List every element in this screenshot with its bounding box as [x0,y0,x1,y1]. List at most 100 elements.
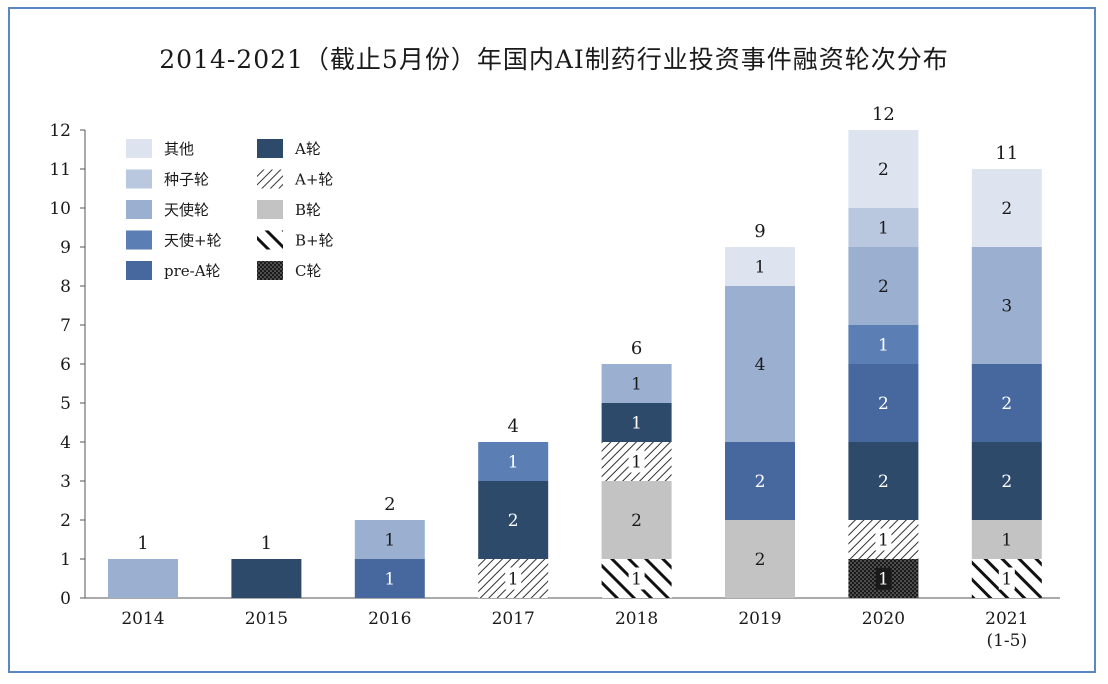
bar-segment [848,325,919,364]
bar-segment [725,247,795,286]
legend-swatch [257,230,283,250]
bar-segment [971,442,1042,520]
bar-segment [971,364,1042,442]
y-tick-label: 2 [60,511,71,531]
y-tick-label: 8 [60,277,71,297]
segment-value-label: 1 [631,414,642,434]
legend-swatch [257,169,283,189]
segment-value-label: 1 [631,453,642,473]
bar-segment [108,559,178,598]
bar-total-label: 9 [754,221,765,242]
bar-total-label: 1 [137,533,148,554]
segment-value-label: 2 [631,511,642,531]
x-tick-label: 2017 [492,609,535,629]
bar-segment [848,442,919,520]
legend-label: 天使+轮 [164,232,222,250]
x-tick-sublabel: (1-5) [986,631,1027,651]
y-tick-label: 11 [49,160,71,180]
segment-value-label: 2 [878,472,889,492]
x-tick-label: 2014 [121,609,164,629]
y-tick-label: 5 [60,394,71,414]
bar-segment [725,286,795,442]
bar-segment [848,364,919,442]
segment-value-label: 1 [878,336,889,356]
x-tick-label: 2021 [985,609,1028,629]
segment-value-label: 2 [878,277,889,297]
bar-total-label: 1 [261,533,272,554]
bar-segment [354,559,425,598]
y-tick-label: 3 [60,472,71,492]
segment-value-label: 1 [878,219,889,239]
segment-value-label: 1 [631,375,642,395]
segment-label-bg [628,450,645,473]
bar-segment [848,247,919,325]
y-tick-label: 10 [49,199,71,219]
x-tick-label: 2016 [368,609,411,629]
legend-swatch [126,261,152,280]
legend-label: 其他 [164,140,194,158]
segment-value-label: 2 [1001,394,1012,414]
bar-segment [848,130,919,208]
y-tick-label: 4 [60,433,71,453]
segment-value-label: 1 [508,570,519,590]
bar-total-label: 11 [995,143,1018,164]
bar-segment [971,169,1042,247]
bar-total-label: 12 [872,104,895,125]
legend-swatch [126,139,152,158]
legend-label: B轮 [295,201,321,219]
segment-label-bg [505,567,522,590]
bar-segment [971,247,1042,364]
bar-segment [601,481,672,559]
bar-segment [478,481,549,559]
segment-value-label: 2 [755,550,766,570]
legend-label: A+轮 [294,171,333,189]
segment-label-bg [875,567,892,590]
segment-value-label: 1 [508,453,519,473]
y-tick-label: 6 [60,355,71,375]
legend-label: pre-A轮 [164,262,221,280]
legend-label: A轮 [294,140,321,158]
bar-total-label: 2 [384,494,395,515]
segment-value-label: 3 [1001,297,1012,317]
y-tick-label: 7 [60,316,71,336]
segment-value-label: 2 [755,472,766,492]
segment-value-label: 1 [1001,570,1012,590]
segment-value-label: 2 [878,394,889,414]
segment-value-label: 1 [631,570,642,590]
segment-value-label: 1 [1001,531,1012,551]
x-tick-label: 2018 [615,609,658,629]
segment-value-label: 1 [755,258,766,278]
bar-segment [725,442,795,520]
legend-label: 天使轮 [164,201,209,219]
bar-segment [848,208,919,247]
segment-label-bg [998,567,1015,590]
legend-label: B+轮 [295,232,334,250]
bar-segment [601,403,672,442]
x-tick-label: 2020 [862,609,905,629]
x-tick-label: 2019 [738,609,781,629]
segment-value-label: 2 [508,511,519,531]
legend-swatch [126,200,152,219]
segment-label-bg [628,567,645,590]
bar-segment [725,520,795,598]
segment-value-label: 1 [878,570,889,590]
segment-value-label: 2 [878,160,889,180]
segment-value-label: 1 [384,531,395,551]
legend-label: 种子轮 [164,171,209,189]
bars [108,130,1042,598]
segment-value-label: 4 [755,355,766,375]
y-tick-label: 1 [60,550,71,570]
y-tick-label: 9 [60,238,71,258]
legend-swatch [257,139,283,158]
bar-total-label: 4 [507,416,518,437]
segment-value-label: 2 [1001,199,1012,219]
segment-value-label: 1 [878,531,889,551]
legend-swatch [126,169,152,189]
bar-segment [601,364,672,403]
legend-swatch [126,230,152,250]
chart-title: 2014-2021（截止5月份）年国内AI制药行业投资事件融资轮次分布 [159,45,949,74]
y-tick-label: 0 [60,589,71,609]
legend-label: C轮 [295,262,321,280]
